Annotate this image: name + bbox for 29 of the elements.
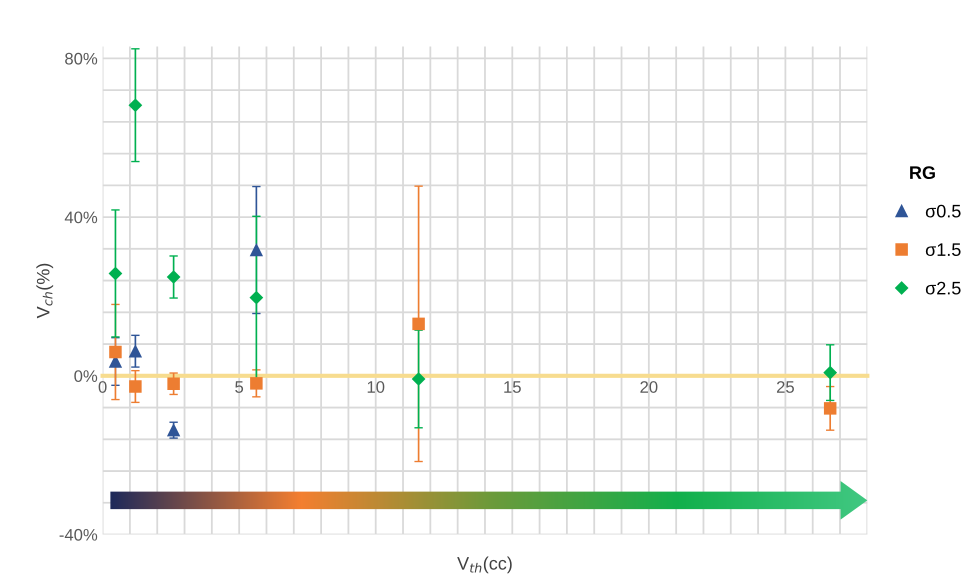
legend-label: σ0.5 [926, 204, 961, 218]
point [109, 346, 122, 358]
y-tick-label: 80% [65, 52, 98, 65]
x-tick-label: 0 [98, 381, 107, 393]
point [250, 291, 263, 304]
legend-title: RG [910, 166, 935, 180]
point [167, 424, 180, 436]
y-tick-label: -40% [60, 528, 98, 541]
x-axis-title: V$_{th}$(cc) [457, 556, 512, 574]
point [412, 318, 425, 330]
point [167, 377, 180, 390]
point [250, 377, 263, 390]
y-tick-label: 0% [74, 370, 98, 382]
point [824, 402, 836, 415]
legend-label: σ2.5 [926, 282, 961, 295]
y-tick-label: 40% [64, 211, 98, 224]
x-tick-label: 10 [368, 381, 384, 393]
legend-label: σ1.5 [926, 243, 961, 256]
point [129, 344, 142, 358]
point [167, 270, 180, 284]
x-tick-label: 20 [640, 381, 658, 393]
point [108, 266, 122, 280]
x-tick-label: 25 [776, 381, 794, 393]
point [129, 380, 142, 393]
x-tick-label: 15 [504, 381, 521, 393]
y-axis-title: V$_{ch}$(%) [36, 264, 54, 318]
x-tick-label: 5 [235, 381, 244, 393]
point [128, 98, 142, 112]
point [250, 244, 263, 256]
